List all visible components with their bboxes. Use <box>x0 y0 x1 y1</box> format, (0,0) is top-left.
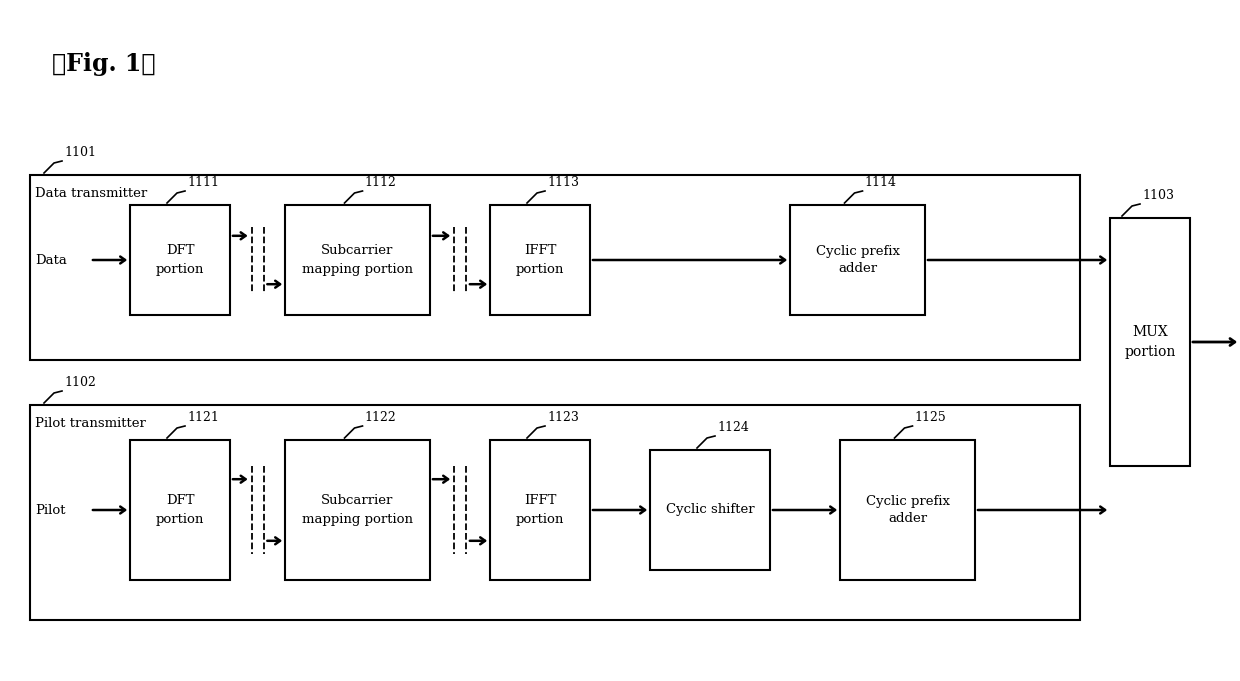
Bar <box>285 440 430 580</box>
Text: Cyclic shifter: Cyclic shifter <box>666 503 754 516</box>
Text: DFT
portion: DFT portion <box>156 244 205 276</box>
Text: Data: Data <box>35 253 67 266</box>
Text: IFFT
portion: IFFT portion <box>516 244 564 276</box>
Text: 1102: 1102 <box>64 376 95 389</box>
Text: 1101: 1101 <box>64 146 95 159</box>
Text: Pilot transmitter: Pilot transmitter <box>35 417 146 430</box>
Text: 1113: 1113 <box>547 176 579 189</box>
Bar <box>490 440 590 580</box>
Bar <box>490 205 590 315</box>
Text: 1125: 1125 <box>915 411 946 424</box>
Text: MUX
portion: MUX portion <box>1125 326 1176 359</box>
Text: 1112: 1112 <box>365 176 397 189</box>
Bar <box>130 440 229 580</box>
Bar <box>650 450 770 570</box>
Text: 1103: 1103 <box>1142 189 1174 202</box>
Bar <box>839 440 975 580</box>
Text: Subcarrier
mapping portion: Subcarrier mapping portion <box>303 494 413 526</box>
Text: Data transmitter: Data transmitter <box>35 187 148 200</box>
Text: Cyclic prefix
adder: Cyclic prefix adder <box>866 494 950 526</box>
Bar <box>30 405 1080 620</box>
Bar <box>1110 218 1190 466</box>
Text: 1122: 1122 <box>365 411 397 424</box>
Text: Pilot: Pilot <box>35 503 66 516</box>
Bar <box>130 205 229 315</box>
Text: 1111: 1111 <box>187 176 219 189</box>
Text: IFFT
portion: IFFT portion <box>516 494 564 526</box>
Text: 【Fig. 1】: 【Fig. 1】 <box>52 52 155 76</box>
Text: 1121: 1121 <box>187 411 219 424</box>
Text: DFT
portion: DFT portion <box>156 494 205 526</box>
Bar <box>30 175 1080 360</box>
Text: Subcarrier
mapping portion: Subcarrier mapping portion <box>303 244 413 276</box>
Bar <box>790 205 925 315</box>
Text: 1123: 1123 <box>547 411 579 424</box>
Bar <box>285 205 430 315</box>
Text: Cyclic prefix
adder: Cyclic prefix adder <box>816 244 899 276</box>
Text: 1114: 1114 <box>864 176 897 189</box>
Text: 1124: 1124 <box>717 421 749 434</box>
